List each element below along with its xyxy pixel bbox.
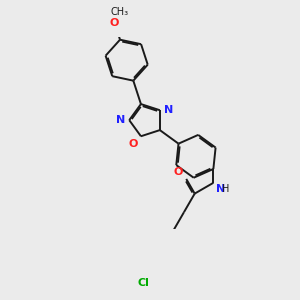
Text: H: H <box>222 184 229 194</box>
Text: N: N <box>116 115 125 125</box>
Text: CH₃: CH₃ <box>110 7 128 16</box>
Text: N: N <box>164 105 173 115</box>
Text: O: O <box>174 167 183 177</box>
Text: Cl: Cl <box>137 278 149 288</box>
Text: O: O <box>128 139 138 149</box>
Text: N: N <box>216 184 225 194</box>
Text: O: O <box>110 17 119 28</box>
